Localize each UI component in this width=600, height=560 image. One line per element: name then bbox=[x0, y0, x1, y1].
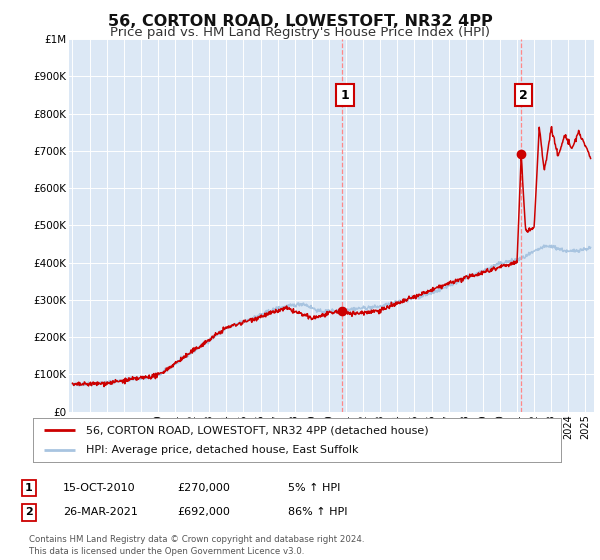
Text: 2: 2 bbox=[520, 88, 528, 101]
Text: 2: 2 bbox=[25, 507, 32, 517]
Text: 1: 1 bbox=[341, 88, 349, 101]
Text: Contains HM Land Registry data © Crown copyright and database right 2024.
This d: Contains HM Land Registry data © Crown c… bbox=[29, 535, 364, 556]
Text: 5% ↑ HPI: 5% ↑ HPI bbox=[288, 483, 340, 493]
Text: £692,000: £692,000 bbox=[177, 507, 230, 517]
Text: 15-OCT-2010: 15-OCT-2010 bbox=[63, 483, 136, 493]
Text: 86% ↑ HPI: 86% ↑ HPI bbox=[288, 507, 347, 517]
Text: 56, CORTON ROAD, LOWESTOFT, NR32 4PP: 56, CORTON ROAD, LOWESTOFT, NR32 4PP bbox=[107, 14, 493, 29]
Text: £270,000: £270,000 bbox=[177, 483, 230, 493]
Text: Price paid vs. HM Land Registry's House Price Index (HPI): Price paid vs. HM Land Registry's House … bbox=[110, 26, 490, 39]
Text: HPI: Average price, detached house, East Suffolk: HPI: Average price, detached house, East… bbox=[86, 445, 358, 455]
Text: 56, CORTON ROAD, LOWESTOFT, NR32 4PP (detached house): 56, CORTON ROAD, LOWESTOFT, NR32 4PP (de… bbox=[86, 425, 428, 435]
Text: 26-MAR-2021: 26-MAR-2021 bbox=[63, 507, 138, 517]
Text: 1: 1 bbox=[25, 483, 32, 493]
